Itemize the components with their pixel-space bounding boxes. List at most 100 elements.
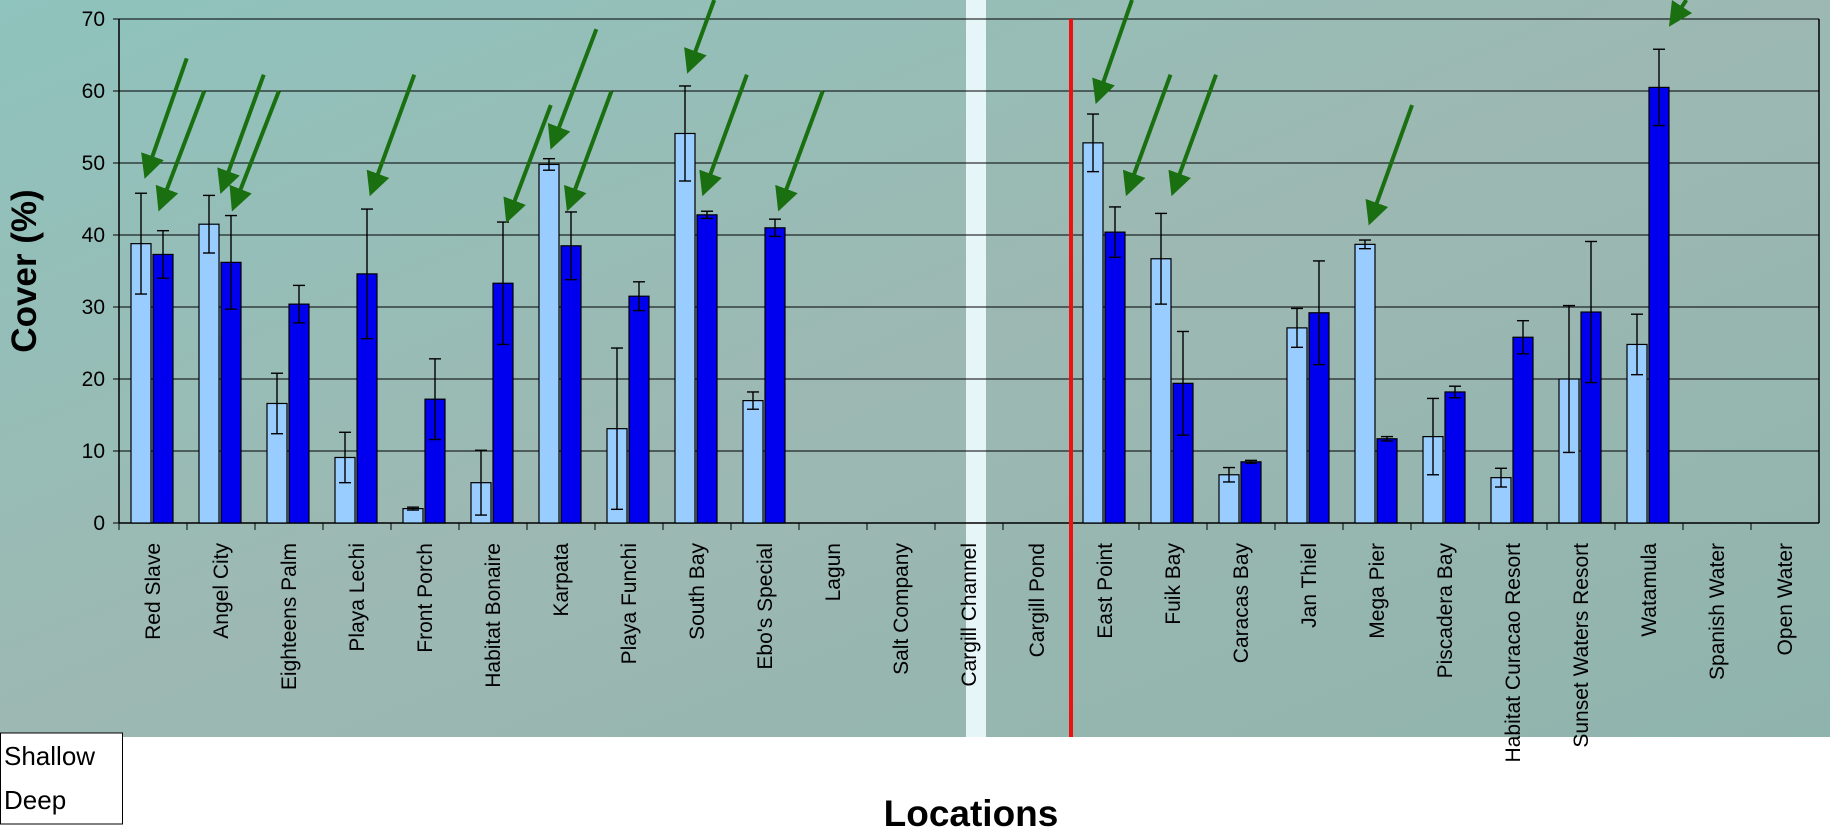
error-bar xyxy=(701,210,713,220)
error-bar xyxy=(429,358,441,441)
bar xyxy=(1376,438,1398,524)
y-tick-label: 70 xyxy=(82,8,105,31)
bar xyxy=(764,227,786,524)
legend-box xyxy=(0,732,123,825)
bar xyxy=(1104,231,1126,524)
x-tick-label: Spanish Water xyxy=(1706,543,1729,680)
x-tick-label: Fuik Bay xyxy=(1162,543,1185,625)
error-bar xyxy=(225,214,237,310)
arrow xyxy=(503,104,553,224)
error-bar xyxy=(157,229,169,279)
y-tick-label: 0 xyxy=(93,512,105,535)
bar xyxy=(1444,391,1466,524)
y-tick-label: 50 xyxy=(82,152,105,175)
y-tick-label: 10 xyxy=(82,440,105,463)
x-tick-label: Ebo's Special xyxy=(754,543,777,670)
annotation-arrows xyxy=(141,0,1693,226)
error-bar xyxy=(1245,459,1257,464)
x-tick-label: Angel City xyxy=(210,543,233,639)
arrow xyxy=(229,90,281,212)
error-bar xyxy=(611,347,623,511)
bar xyxy=(198,223,220,524)
error-bar xyxy=(293,284,305,324)
error-bar xyxy=(1223,466,1235,483)
error-bar xyxy=(543,157,555,171)
bar xyxy=(1354,243,1376,524)
error-bar xyxy=(135,192,147,295)
error-bar xyxy=(769,218,781,238)
bar xyxy=(152,253,174,524)
bar xyxy=(674,132,696,524)
x-tick-label: Karpata xyxy=(550,543,573,617)
arrow xyxy=(1365,104,1414,226)
error-bar xyxy=(407,506,419,511)
x-tick-label: Playa Funchi xyxy=(618,543,641,664)
arrow xyxy=(1168,74,1218,197)
x-tick-label: Habitat Curacao Resort xyxy=(1502,543,1525,763)
error-bar xyxy=(633,281,645,312)
x-tick-label: South Bay xyxy=(686,543,709,640)
error-bar xyxy=(1449,385,1461,399)
bar xyxy=(696,214,718,524)
y-axis-title: Cover (%) xyxy=(5,189,44,352)
error-bar xyxy=(747,391,759,410)
x-tick-label: Watamula xyxy=(1638,543,1661,637)
bar xyxy=(1286,327,1308,524)
error-bar xyxy=(1177,330,1189,436)
y-tick-label: 30 xyxy=(82,296,105,319)
error-bar xyxy=(1563,304,1575,454)
error-bar xyxy=(1313,260,1325,366)
arrow xyxy=(366,74,417,197)
bar xyxy=(288,303,310,524)
x-tick-label: Cargill Pond xyxy=(1026,543,1049,657)
x-tick-label: Jan Thiel xyxy=(1298,543,1321,628)
arrow xyxy=(141,57,189,179)
x-tick-label: Red Slave xyxy=(142,543,165,640)
background-photo xyxy=(0,0,1830,737)
bar xyxy=(402,508,424,524)
error-bar xyxy=(361,208,373,340)
x-tick-label: Sunset Waters Resort xyxy=(1570,543,1593,748)
error-bar xyxy=(1585,240,1597,384)
error-bar xyxy=(1359,239,1371,250)
arrow xyxy=(217,74,266,194)
bars xyxy=(130,48,1670,524)
bar xyxy=(1082,142,1104,524)
x-tick-label: Cargill Channel xyxy=(958,543,981,687)
x-tick-label: Caracas Bay xyxy=(1230,543,1253,664)
arrow xyxy=(1092,0,1134,105)
bar xyxy=(560,245,582,524)
y-tick-label: 40 xyxy=(82,224,105,247)
arrow xyxy=(547,28,599,150)
grid: 0 10 20 30 40 50 60 70 Red Slave Angel City Eighte… xyxy=(82,8,1820,763)
x-tick-label: Playa Lechi xyxy=(346,543,369,652)
error-bar xyxy=(203,194,215,254)
x-tick-label: Open Water xyxy=(1774,543,1797,655)
error-bar xyxy=(1427,397,1439,476)
error-bar xyxy=(271,372,283,435)
bar xyxy=(628,295,650,524)
legend-label: Shallow xyxy=(4,741,95,771)
arrow xyxy=(699,74,749,197)
error-bar xyxy=(565,211,577,281)
error-bar xyxy=(475,449,487,516)
bar xyxy=(1240,461,1262,524)
legend-label: Deep xyxy=(4,785,66,815)
arrow xyxy=(1122,74,1173,197)
error-bar xyxy=(1087,113,1099,173)
error-bar xyxy=(1291,307,1303,349)
x-tick-label: Lagun xyxy=(822,543,845,601)
error-bar xyxy=(679,85,691,182)
error-bar xyxy=(1381,435,1393,442)
x-axis-title: Locations xyxy=(884,793,1059,832)
error-bar xyxy=(339,431,351,484)
error-bar xyxy=(1109,206,1121,259)
arrow xyxy=(155,90,207,212)
x-tick-label: Mega Pier xyxy=(1366,543,1389,639)
x-tick-label: Habitat Bonaire xyxy=(482,543,505,688)
arrow xyxy=(775,90,825,212)
x-tick-label: Salt Company xyxy=(890,543,913,675)
photo-seam xyxy=(966,0,986,737)
bar xyxy=(742,400,764,524)
